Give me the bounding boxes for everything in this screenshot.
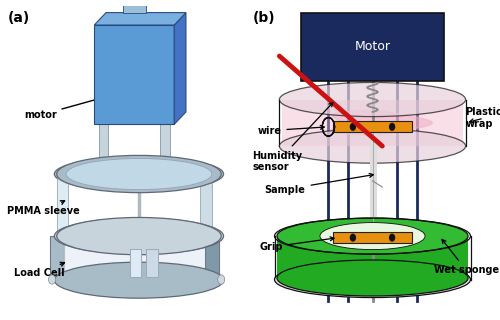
Polygon shape [94,12,186,25]
Ellipse shape [277,218,468,254]
Polygon shape [174,12,186,124]
FancyBboxPatch shape [302,12,444,81]
Text: Plastic
wrap: Plastic wrap [466,107,500,129]
FancyBboxPatch shape [282,100,463,146]
Ellipse shape [320,223,425,250]
Text: Load Cell: Load Cell [14,262,65,278]
FancyBboxPatch shape [200,174,212,236]
Circle shape [389,234,396,242]
Text: PMMA sleeve: PMMA sleeve [8,201,80,216]
FancyBboxPatch shape [56,174,68,236]
Ellipse shape [54,262,224,298]
FancyBboxPatch shape [277,236,468,278]
Circle shape [48,275,56,284]
Ellipse shape [56,218,221,255]
FancyBboxPatch shape [205,236,219,280]
Ellipse shape [280,83,466,116]
Polygon shape [332,110,432,135]
Ellipse shape [54,218,224,254]
FancyBboxPatch shape [130,249,141,277]
Text: wire: wire [258,125,324,136]
FancyBboxPatch shape [99,124,108,174]
Circle shape [350,234,356,242]
Ellipse shape [56,156,221,193]
Text: Motor: Motor [354,40,390,53]
FancyBboxPatch shape [146,249,158,277]
Ellipse shape [80,163,198,185]
FancyBboxPatch shape [50,236,64,280]
Ellipse shape [277,260,468,296]
FancyBboxPatch shape [334,232,411,243]
FancyBboxPatch shape [160,124,170,174]
Text: Humidity
sensor: Humidity sensor [252,103,333,172]
FancyBboxPatch shape [122,0,146,12]
Ellipse shape [274,261,470,298]
Text: Grip: Grip [260,237,334,252]
Ellipse shape [280,129,466,163]
Text: motor: motor [24,91,126,120]
Circle shape [218,275,224,284]
Text: (a): (a) [8,11,30,25]
FancyBboxPatch shape [334,121,411,132]
Circle shape [350,123,356,131]
Ellipse shape [54,157,224,191]
Circle shape [389,123,396,131]
FancyBboxPatch shape [94,25,174,124]
Text: Wet sponge: Wet sponge [434,239,499,275]
Text: (b): (b) [252,11,275,25]
FancyBboxPatch shape [64,236,205,280]
Ellipse shape [66,158,212,189]
Text: Sample: Sample [264,173,374,195]
